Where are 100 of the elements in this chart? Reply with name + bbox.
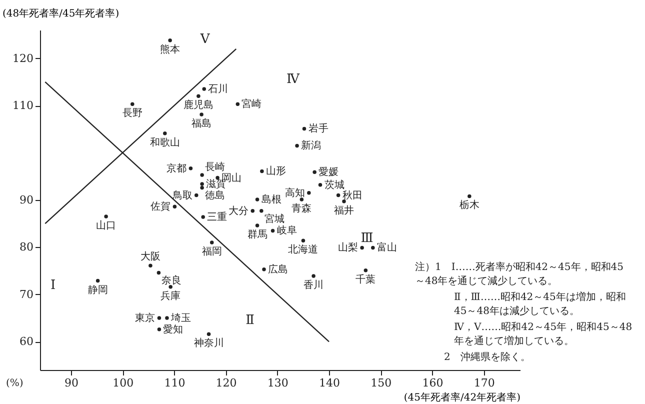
y-tick-label: 110 bbox=[12, 99, 34, 112]
point bbox=[157, 316, 162, 320]
point bbox=[200, 173, 204, 177]
x-axis-title: (45年死者率/42年死者率) bbox=[404, 392, 521, 404]
point bbox=[168, 38, 172, 42]
point bbox=[300, 198, 304, 202]
text: (%) bbox=[6, 378, 24, 389]
point bbox=[206, 332, 211, 336]
series-label: 鳥取 bbox=[171, 189, 192, 202]
series-label: 奈良 bbox=[162, 274, 182, 287]
series-label: 青森 bbox=[292, 202, 312, 215]
series-label: 静岡 bbox=[88, 284, 108, 296]
point bbox=[202, 87, 206, 91]
point bbox=[130, 102, 134, 106]
point bbox=[104, 214, 108, 218]
y-tick-label: 70 bbox=[20, 288, 34, 301]
series-label: 大分 bbox=[228, 204, 249, 217]
point bbox=[312, 274, 316, 278]
point bbox=[260, 169, 264, 174]
point bbox=[165, 316, 169, 320]
point bbox=[468, 194, 472, 198]
series-label: 群馬 bbox=[247, 228, 268, 240]
series-label: 富山 bbox=[376, 242, 397, 254]
series-label: 宮城 bbox=[264, 212, 284, 225]
point bbox=[318, 183, 322, 187]
series-label: 埼玉 bbox=[170, 312, 191, 324]
x-tick-label: 130 bbox=[267, 376, 288, 390]
point bbox=[371, 246, 375, 250]
point bbox=[196, 94, 200, 98]
point bbox=[96, 278, 100, 283]
series-label: 千葉 bbox=[356, 273, 376, 286]
x-tick-label: 90 bbox=[64, 376, 78, 390]
annotation: Ⅴ bbox=[199, 32, 210, 47]
point bbox=[255, 198, 260, 202]
series-label: 京都 bbox=[166, 162, 187, 174]
point bbox=[200, 186, 204, 190]
point bbox=[201, 215, 205, 219]
y-tick-label: 120 bbox=[12, 52, 34, 65]
point bbox=[302, 126, 306, 131]
series-label: 岐阜 bbox=[276, 224, 297, 237]
x-tick-label: 120 bbox=[216, 376, 237, 390]
point bbox=[301, 238, 306, 242]
point bbox=[200, 112, 204, 116]
x-tick-label: 150 bbox=[370, 376, 392, 390]
point bbox=[360, 246, 364, 250]
series-label: 神奈川 bbox=[194, 337, 224, 350]
series-label: 和歌山 bbox=[150, 136, 180, 148]
series-label: 栃木 bbox=[459, 199, 480, 212]
point bbox=[194, 193, 198, 198]
point bbox=[260, 208, 264, 213]
series-label: 秋田 bbox=[342, 189, 362, 202]
series-label: 愛媛 bbox=[318, 166, 339, 178]
series-label: 広島 bbox=[268, 263, 288, 276]
series-label: 兵庫 bbox=[160, 290, 181, 302]
point bbox=[156, 270, 161, 275]
annotation: Ⅱ，Ⅲ……昭和42～45年は増加，昭和 45～48年は減少している。 bbox=[454, 291, 626, 317]
series-label: 鹿児島 bbox=[183, 99, 214, 112]
y-tick-label: 80 bbox=[20, 240, 34, 254]
x-tick-label: 170 bbox=[474, 376, 495, 390]
point bbox=[188, 166, 193, 170]
series-label: 福井 bbox=[334, 204, 354, 216]
point bbox=[270, 228, 275, 233]
series-label: 熊本 bbox=[160, 43, 180, 56]
point bbox=[236, 102, 240, 106]
series-label: 福岡 bbox=[202, 246, 222, 258]
series-label: 愛知 bbox=[163, 323, 184, 336]
x-tick-label: 160 bbox=[422, 376, 444, 390]
series-label: 新潟 bbox=[301, 140, 322, 152]
series-label: 島根 bbox=[261, 194, 282, 206]
series-label: 北海道 bbox=[288, 244, 318, 256]
point bbox=[312, 170, 316, 174]
series-label: 石川 bbox=[208, 83, 228, 96]
point bbox=[200, 182, 204, 186]
y-tick-label: 60 bbox=[20, 335, 34, 348]
annotation: Ⅳ，Ⅴ……昭和42～45年，昭和45～48 年を通じて増加している。 bbox=[454, 321, 632, 347]
annotation: Ⅳ bbox=[286, 72, 300, 87]
series-label: 山梨 bbox=[338, 242, 358, 254]
series-label: 福島 bbox=[192, 118, 212, 130]
annotation: Ⅲ bbox=[360, 231, 374, 246]
x-tick-label: 140 bbox=[319, 376, 340, 390]
annotation: Ⅱ bbox=[246, 313, 255, 328]
series-label: 岩手 bbox=[308, 122, 328, 135]
y-tick-label: 90 bbox=[20, 194, 34, 206]
point bbox=[148, 264, 152, 268]
point bbox=[168, 285, 172, 289]
point bbox=[210, 240, 214, 244]
series-label: 佐賀 bbox=[150, 200, 171, 213]
series-label: 東京 bbox=[135, 312, 156, 324]
y-axis-title: (48年死者率/45年死者率) bbox=[2, 8, 120, 20]
annotation: 注）1 Ⅰ……死者率が昭和42～45年，昭和45 ～48年を通じて減少している。 bbox=[415, 261, 624, 287]
point bbox=[262, 268, 266, 272]
point bbox=[255, 224, 260, 228]
point bbox=[157, 328, 162, 332]
series-label: 徳島 bbox=[205, 190, 226, 202]
series-label: 大阪 bbox=[140, 250, 160, 263]
point bbox=[172, 204, 177, 208]
series-label: 茨城 bbox=[324, 178, 344, 191]
point bbox=[163, 132, 167, 136]
point bbox=[295, 144, 299, 148]
series-label: 長崎 bbox=[205, 160, 226, 173]
